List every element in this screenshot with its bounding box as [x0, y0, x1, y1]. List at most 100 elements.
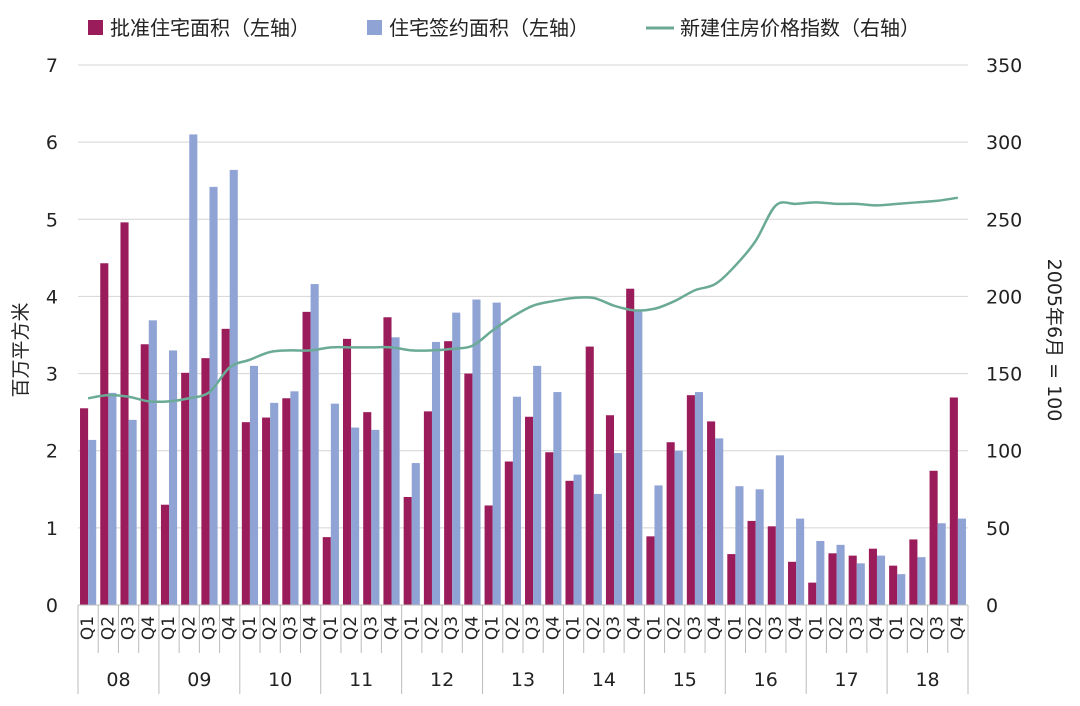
x-tick-label-year: 16 [754, 669, 778, 691]
bar-approved-area [545, 452, 554, 605]
y2-tick-label: 100 [986, 441, 1022, 463]
x-tick-label-quarter: Q2 [746, 616, 766, 640]
price-index-line-layer [87, 196, 959, 404]
bar-signed-area [715, 438, 724, 605]
bar-approved-area [828, 553, 837, 605]
x-tick-label-quarter: Q1 [240, 616, 260, 640]
x-tick-label-quarter: Q2 [665, 616, 685, 640]
bar-approved-area [262, 417, 271, 605]
bar-signed-area [330, 403, 339, 605]
bar-signed-area [694, 392, 704, 605]
y2-tick-label: 50 [986, 518, 1010, 540]
y2-tick-label: 0 [986, 595, 998, 617]
x-tick-label-quarter: Q4 [705, 616, 725, 640]
x-tick-label-quarter: Q4 [382, 616, 402, 640]
bar-signed-area [472, 299, 481, 605]
x-tick-label-year: 08 [106, 669, 130, 691]
legend-swatch [367, 20, 382, 35]
x-tick-label-quarter: Q4 [624, 616, 644, 640]
x-tick-label-quarter: Q4 [301, 616, 321, 640]
bars [80, 134, 966, 605]
bar-signed-area [249, 365, 259, 605]
bar-approved-area [767, 526, 776, 605]
x-tick-label-quarter: Q2 [503, 616, 523, 640]
bar-signed-area [128, 419, 137, 605]
x-tick-label-quarter: Q2 [98, 616, 118, 640]
bar-signed-area [88, 439, 97, 605]
bar-signed-area [614, 453, 623, 605]
bar-approved-area [302, 311, 311, 605]
x-tick-label-quarter: Q1 [159, 616, 179, 640]
legend-label: 住宅签约面积（左轴） [389, 16, 589, 40]
bar-signed-area [411, 463, 420, 605]
x-tick-label-year: 18 [915, 669, 939, 691]
bar-signed-area [634, 310, 643, 605]
legend-label: 批准住宅面积（左轴） [110, 16, 310, 40]
bar-signed-area [917, 557, 926, 605]
bar-approved-area [707, 421, 716, 605]
x-tick-label-quarter: Q1 [564, 616, 584, 640]
x-tick-label-quarter: Q3 [280, 616, 300, 640]
x-tick-label-year: 14 [592, 669, 616, 691]
x-tick-label-quarter: Q3 [442, 616, 462, 640]
bar-approved-area [686, 395, 695, 605]
bar-signed-area [290, 391, 299, 605]
y-tick-label: 3 [46, 364, 58, 386]
bar-signed-area [755, 489, 764, 605]
x-tick-label-quarter: Q3 [766, 616, 786, 640]
legend-swatch [88, 20, 103, 35]
bar-signed-area [937, 523, 946, 605]
bar-approved-area [342, 338, 352, 605]
x-tick-label-quarter: Q2 [422, 616, 442, 640]
bar-approved-area [484, 505, 493, 605]
x-tick-label-quarter: Q2 [907, 616, 927, 640]
bar-signed-area [148, 320, 157, 605]
price-index-line [87, 196, 959, 404]
x-tick-label-quarter: Q4 [948, 616, 968, 640]
bar-approved-area [585, 346, 594, 605]
bar-approved-area [140, 344, 149, 605]
bar-approved-area [626, 288, 635, 605]
legend: 批准住宅面积（左轴） 住宅签约面积（左轴） 新建住房价格指数（右轴） [88, 16, 920, 40]
y2-tick-label: 300 [986, 132, 1022, 154]
bar-signed-area [512, 396, 521, 605]
y-tick-label: 1 [46, 518, 58, 540]
bar-approved-area [787, 561, 797, 605]
bar-approved-area [363, 412, 372, 605]
x-tick-label-quarter: Q4 [786, 616, 806, 640]
bar-approved-area [282, 398, 291, 605]
y-tick-label: 7 [46, 55, 58, 77]
x-tick-label-quarter: Q1 [644, 616, 664, 640]
bar-signed-area [310, 284, 319, 605]
x-tick-label-quarter: Q3 [928, 616, 948, 640]
bar-approved-area [868, 548, 877, 605]
x-tick-label-quarter: Q3 [604, 616, 624, 640]
bar-approved-area [120, 222, 129, 605]
bar-approved-area [403, 497, 412, 605]
bar-signed-area [897, 574, 906, 605]
bar-approved-area [221, 328, 230, 605]
bar-signed-area [816, 540, 825, 605]
y2-axis-title: 2005年6月 = 100 [1043, 259, 1065, 422]
x-tick-label-year: 10 [268, 669, 292, 691]
x-tick-label-quarter: Q1 [483, 616, 503, 640]
x-tick-label-quarter: Q4 [462, 616, 482, 640]
bar-approved-area [929, 470, 938, 605]
bar-signed-area [957, 518, 966, 605]
x-tick-label-quarter: Q2 [260, 616, 280, 640]
bar-approved-area [605, 415, 615, 605]
y-tick-label: 4 [46, 286, 58, 308]
bar-approved-area [201, 358, 210, 605]
x-tick-label-quarter: Q2 [341, 616, 361, 640]
bar-signed-area [856, 563, 865, 605]
bar-signed-area [391, 337, 400, 605]
bar-signed-area [229, 169, 238, 605]
x-tick-label-quarter: Q4 [867, 616, 887, 640]
x-tick-label-quarter: Q2 [584, 616, 604, 640]
x-tick-label-quarter: Q3 [523, 616, 543, 640]
x-tick-label-year: 09 [187, 669, 211, 691]
bar-approved-area [565, 480, 574, 605]
bar-signed-area [553, 392, 562, 605]
